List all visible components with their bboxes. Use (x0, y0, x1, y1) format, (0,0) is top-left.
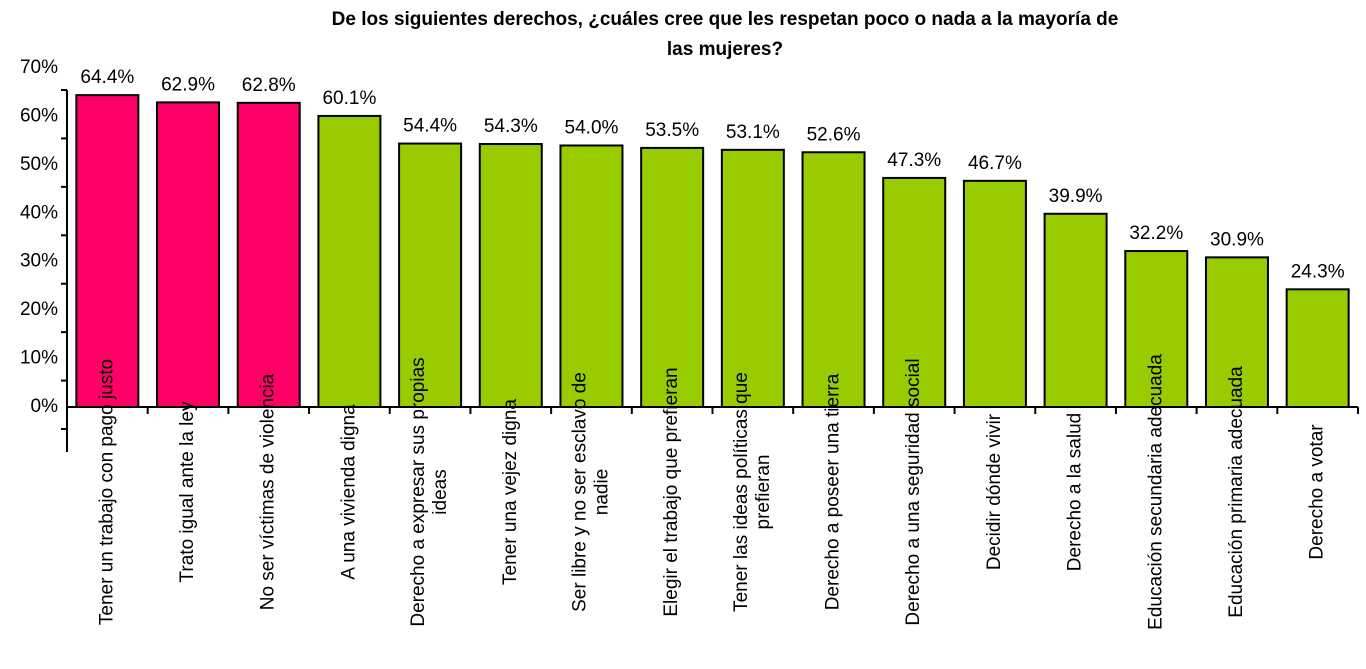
x-tick-label: Decidir dónde vivir (984, 413, 1005, 570)
value-label: 60.1% (322, 88, 376, 109)
x-tick-label: Trato igual ante la ley (177, 401, 198, 582)
bar (1285, 288, 1350, 408)
value-label: 62.9% (161, 74, 215, 95)
value-label: 47.3% (887, 150, 941, 171)
x-tick-label: Educación secundaria adecuada (1145, 354, 1166, 630)
value-label: 32.2% (1129, 223, 1183, 244)
bar (640, 146, 705, 409)
x-tick-label: Tener una vejez digna (500, 399, 521, 585)
chart-title: De los siguientes derechos, ¿cuáles cree… (332, 9, 1119, 60)
value-label: 54.4% (403, 116, 457, 137)
bar (1124, 250, 1189, 408)
value-label: 39.9% (1049, 186, 1103, 207)
x-tick-label: Educación primaria adecuada (1226, 366, 1247, 618)
bar (317, 114, 382, 409)
bar (156, 101, 221, 409)
value-label: 30.9% (1210, 229, 1264, 250)
y-tick-label: 0% (31, 396, 59, 417)
x-tick-label: Derecho a votar (1307, 424, 1328, 560)
y-tick-label: 20% (20, 299, 58, 320)
y-tick-label: 60% (20, 105, 58, 126)
y-tick-label: 50% (20, 154, 58, 175)
bar (882, 176, 947, 408)
bar (1043, 212, 1108, 408)
bar (1204, 256, 1269, 408)
value-label: 54.0% (565, 118, 619, 139)
bar (962, 179, 1027, 408)
x-tick-label: Derecho a poseer una tierra (823, 373, 844, 610)
y-tick-label: 40% (20, 202, 58, 223)
x-tick-label: Tener las ideas políticas queprefieran (731, 372, 774, 612)
value-label: 62.8% (242, 75, 296, 96)
value-label: 64.4% (80, 67, 134, 88)
x-tick-label: No ser víctimas de violencia (258, 373, 279, 610)
x-tick-label: A una vivienda digna (338, 404, 359, 580)
x-tick-label: Derecho a expresar sus propiasideas (408, 357, 451, 626)
value-label: 46.7% (968, 153, 1022, 174)
bar (559, 144, 624, 408)
bar (801, 151, 866, 408)
value-label: 53.1% (726, 122, 780, 143)
bar (720, 148, 785, 408)
x-tick-label: Tener un trabajo con pago justo (96, 359, 117, 625)
value-label: 53.5% (645, 120, 699, 141)
value-label: 54.3% (484, 116, 538, 137)
value-label: 24.3% (1291, 261, 1345, 282)
y-tick-label: 70% (20, 57, 58, 78)
bar (398, 142, 463, 408)
x-tick-label: Elegir el trabajo que prefieran (661, 367, 682, 616)
bar (478, 143, 543, 408)
bar (236, 101, 301, 409)
y-tick-label: 30% (20, 251, 58, 272)
bar (75, 94, 140, 409)
x-tick-label: Ser libre y no ser esclavo denadie (569, 372, 612, 612)
y-tick-label: 10% (20, 348, 58, 369)
value-label: 52.6% (807, 124, 861, 145)
x-tick-label: Derecho a una seguridad social (903, 358, 924, 625)
x-tick-label: Derecho a la salud (1065, 413, 1086, 571)
